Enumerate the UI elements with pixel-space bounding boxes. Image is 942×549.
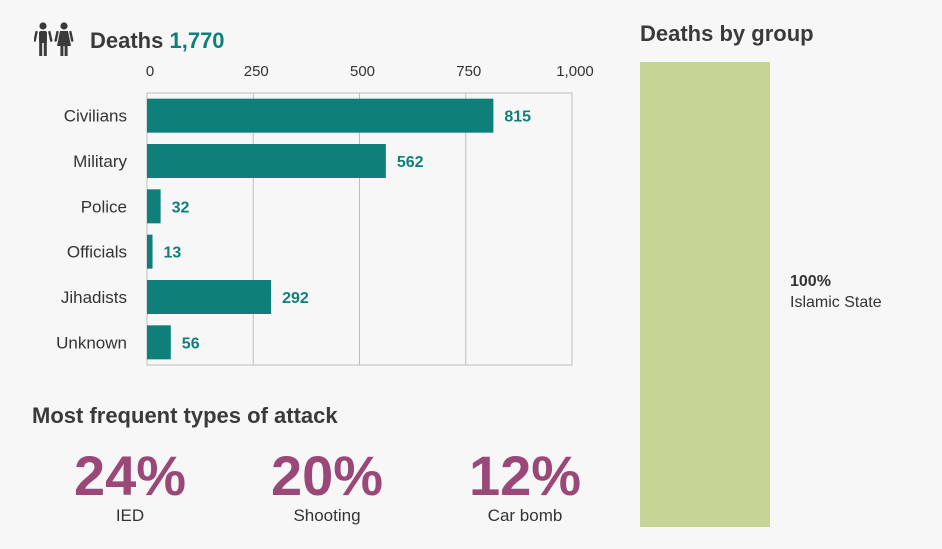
- attack-stat-label: Shooting: [293, 506, 361, 525]
- value-label: 815: [504, 109, 531, 126]
- attack-stat-ied: 24% IED: [40, 446, 220, 526]
- x-tick-label: 750: [456, 63, 481, 80]
- x-tick-label: 0: [146, 63, 154, 80]
- group-name: Islamic State: [790, 294, 882, 311]
- bar: [147, 234, 153, 269]
- category-labels: Civilians Military Police Officials Jihadist…: [56, 107, 127, 353]
- people-icon: [34, 22, 74, 56]
- category-label: Officials: [67, 243, 127, 262]
- bar: [147, 144, 386, 178]
- x-tick-label: 500: [350, 63, 375, 80]
- deaths-title-label: Deaths: [90, 28, 164, 53]
- attack-stat-label: Car bomb: [487, 506, 563, 525]
- group-bar-islamic-state: [640, 62, 770, 527]
- x-tick-label: 1,000: [556, 63, 594, 80]
- value-label: 562: [397, 154, 424, 171]
- x-axis-ticks: 0 250 500 750 1,000: [146, 63, 594, 80]
- bars: [147, 98, 494, 360]
- bar: [147, 280, 272, 314]
- deaths-total-value: 1,770: [169, 28, 225, 53]
- attack-types-title: Most frequent types of attack: [32, 403, 338, 428]
- attack-stat-shooting: 20% Shooting: [237, 446, 417, 526]
- attack-stat-value: 12%: [468, 444, 582, 507]
- group-percent: 100%: [790, 273, 831, 290]
- category-label: Jihadists: [61, 288, 127, 307]
- bar: [147, 189, 161, 224]
- deaths-by-group-title: Deaths by group: [640, 21, 814, 46]
- bar: [147, 98, 494, 133]
- attack-stat-value: 24%: [73, 444, 187, 507]
- value-label: 32: [172, 199, 190, 216]
- value-label: 13: [164, 245, 182, 262]
- category-label: Civilians: [64, 107, 127, 126]
- bar: [147, 325, 171, 360]
- x-tick-label: 250: [244, 63, 269, 80]
- category-label: Unknown: [56, 333, 127, 352]
- value-labels: 815 562 32 13 292 56: [164, 109, 532, 353]
- value-label: 292: [282, 290, 309, 307]
- category-label: Police: [81, 197, 127, 216]
- attack-stat-car-bomb: 12% Car bomb: [435, 446, 615, 526]
- deaths-chart-title: Deaths 1,770: [90, 28, 225, 54]
- deaths-bar-chart: 0 250 500 750 1,000 Civilians Military Police O…: [56, 63, 594, 366]
- gridlines: [146, 92, 573, 366]
- attack-stat-value: 20%: [270, 444, 384, 507]
- value-label: 56: [182, 335, 200, 352]
- attack-stat-label: IED: [115, 506, 145, 525]
- category-label: Military: [73, 152, 127, 171]
